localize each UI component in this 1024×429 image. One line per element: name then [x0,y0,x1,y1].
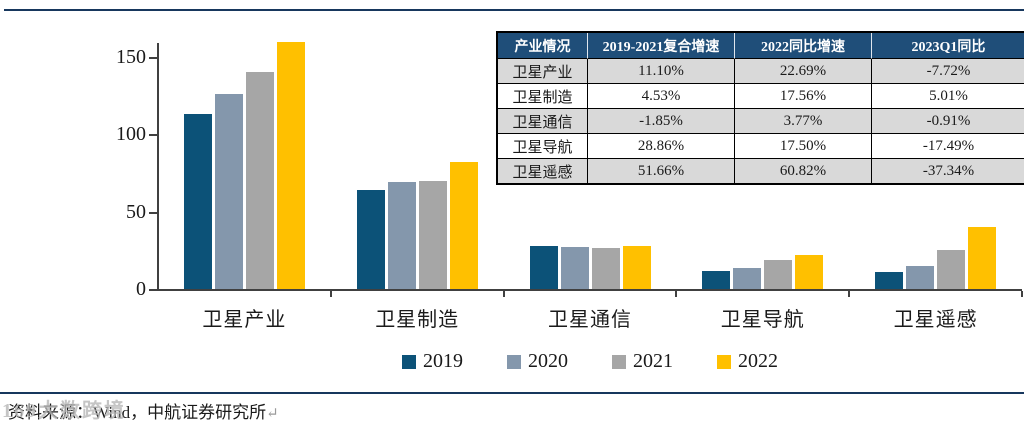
x-axis-tick [1021,291,1023,297]
x-axis-category-label: 卫星导航 [720,309,805,331]
y-axis-tick [149,57,158,59]
table-cell: 卫星通信 [498,109,588,134]
bar-2020-卫星遥感 [906,265,935,289]
bar-2019-卫星遥感 [875,271,904,289]
table-cell: 卫星制造 [498,84,588,109]
x-axis-category-label: 卫星遥感 [893,309,978,331]
table-cell: 卫星遥感 [498,159,588,183]
table-cell: -0.91% [872,109,1024,134]
bar-2021-卫星遥感 [937,250,966,289]
table-cell: 51.66% [588,159,735,183]
table-cell: 卫星导航 [498,134,588,159]
bar-2021-卫星制造 [418,180,447,289]
legend-label: 2019 [423,350,463,372]
x-axis-tick [502,291,505,297]
legend-item-2019: 2019 [402,350,463,373]
legend-swatch-2022 [717,354,731,369]
y-axis-line [157,43,159,291]
x-axis-category-label: 卫星通信 [548,309,632,331]
x-axis-category-label: 卫星产业 [202,309,287,331]
y-axis-tick [149,211,158,214]
table-cell: 5.01% [872,84,1024,109]
bar-2021-卫星导航 [764,259,793,289]
table-cell: 17.50% [735,134,872,159]
y-axis-tick [149,289,158,291]
bar-2020-卫星制造 [387,182,416,289]
table-row: 卫星导航 28.86% 17.50% -17.49% [498,134,1024,159]
bar-2022-卫星遥感 [968,227,997,289]
y-axis-tick [149,134,158,137]
growth-table-header: 产业情况 2019-2021复合增速 2022同比增速 2023Q1同比 [498,33,1024,59]
source-note-text: 资料来源：Wind，中航证券研究所 [8,403,267,422]
x-axis-category-label: 卫星制造 [375,309,460,331]
top-border-line [4,9,1024,11]
bar-2020-卫星通信 [560,247,589,289]
watermark: 169大数跨境 [2,400,126,422]
bar-2021-卫星通信 [591,248,620,289]
legend-item-2022: 2022 [717,350,778,373]
table-cell: 11.10% [588,59,735,84]
paragraph-return-mark: ↵ [266,406,279,422]
y-axis-tick-label: 150 [116,46,146,68]
table-cell: 60.82% [735,159,872,183]
bar-2022-卫星导航 [795,254,824,289]
growth-table-body: 卫星产业 11.10% 22.69% -7.72% 卫星制造 4.53% 17.56% 5.0… [498,59,1024,183]
bar-2022-卫星制造 [449,162,478,289]
bar-2020-卫星导航 [733,268,762,289]
y-axis-tick-label: 100 [116,123,146,146]
table-row: 卫星制造 4.53% 17.56% 5.01% [498,84,1024,109]
chart-legend: 2019 2020 2021 2022 [158,350,1022,373]
table-cell: -17.49% [872,134,1024,159]
growth-table: 产业情况 2019-2021复合增速 2022同比增速 2023Q1同比 卫星产业 11… [496,31,1024,185]
source-note: 资料来源：Wind，中航证券研究所↵ [8,398,279,423]
bottom-border-line [0,392,1024,394]
bar-2019-卫星通信 [529,246,558,289]
bar-2022-卫星通信 [622,246,651,289]
table-row: 卫星产业 11.10% 22.69% -7.72% [498,59,1024,84]
bar-2019-卫星制造 [356,190,385,289]
legend-label: 2021 [633,350,673,372]
bar-2022-卫星产业 [276,41,305,289]
table-row: 卫星遥感 51.66% 60.82% -37.34% [498,159,1024,183]
legend-item-2021: 2021 [612,350,673,373]
bar-2020-卫星产业 [214,94,243,289]
x-axis-tick [848,291,851,297]
legend-swatch-2020 [507,354,521,369]
table-header-cell: 2019-2021复合增速 [588,33,735,59]
legend-swatch-2021 [612,354,626,369]
legend-label: 2020 [528,350,568,372]
table-cell: -7.72% [872,59,1024,84]
y-axis-tick-label: 0 [136,278,146,300]
x-axis-tick [329,291,332,297]
table-cell: -37.34% [872,159,1024,183]
table-row: 卫星通信 -1.85% 3.77% -0.91% [498,109,1024,134]
table-cell: 卫星产业 [498,59,588,84]
table-cell: 22.69% [735,59,872,84]
table-cell: -1.85% [588,109,735,134]
table-header-cell: 2022同比增速 [735,33,872,59]
bar-2021-卫星产业 [245,72,274,289]
table-header-cell: 产业情况 [498,33,588,59]
table-cell: 28.86% [588,134,735,159]
table-cell: 4.53% [588,84,735,109]
y-axis-tick-label: 50 [126,200,146,223]
x-axis-line [150,289,1022,291]
bar-2019-卫星产业 [183,114,212,289]
x-axis-tick [675,291,678,297]
legend-swatch-2019 [402,354,416,369]
bar-2019-卫星导航 [702,271,731,289]
table-cell: 3.77% [735,109,872,134]
legend-item-2020: 2020 [507,350,568,373]
table-cell: 17.56% [735,84,872,109]
legend-label: 2022 [738,350,778,372]
table-header-cell: 2023Q1同比 [872,33,1024,59]
